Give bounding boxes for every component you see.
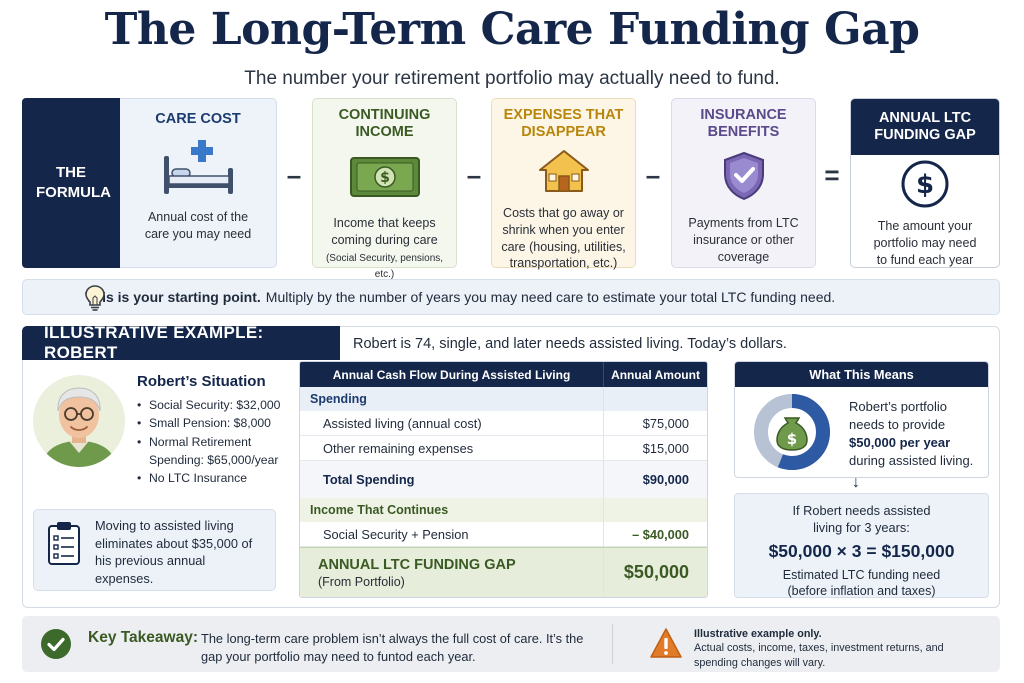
what-means-text-a: Robert’s portfolio needs to provide <box>849 399 948 432</box>
calc-line2: Estimated LTC funding need (before infla… <box>782 567 941 598</box>
expenses-disappear-text: Costs that go away or shrink when you en… <box>501 205 626 271</box>
row-value: – $40,000 <box>603 522 707 546</box>
formula-label: THE FORMULA <box>22 98 120 268</box>
income-section-label: Income That Continues <box>310 503 449 517</box>
takeaway-label: Key Takeaway: <box>88 629 198 646</box>
situation-title: Robert’s Situation <box>137 373 266 390</box>
continuing-income-title: CONTINUING INCOME <box>338 107 431 141</box>
continuing-income-text: Income that keeps coming during care (So… <box>320 215 450 283</box>
funding-gap-title: ANNUAL LTC FUNDING GAP <box>874 109 976 143</box>
dollar-bill-icon: $ <box>349 156 420 197</box>
down-arrow-icon: ↓ <box>852 474 860 491</box>
funding-gap-row: ANNUAL LTC FUNDING GAP (From Portfolio) … <box>300 547 707 597</box>
table-row: Assisted living (annual cost) $75,000 <box>300 411 707 436</box>
spending-section-label: Spending <box>310 392 367 406</box>
calc-line1: If Robert needs assisted living for 3 ye… <box>792 503 931 536</box>
continuing-income-desc: Income that keeps coming during care <box>331 215 438 247</box>
example-tab: ILLUSTRATIVE EXAMPLE: ROBERT <box>22 323 340 362</box>
calc-equation: $50,000 × 3 = $150,000 <box>768 540 955 561</box>
insurance-text: Payments from LTC insurance or other cov… <box>688 215 799 264</box>
svg-text:$: $ <box>787 430 797 448</box>
page-title: The Long-Term Care Funding Gap <box>104 4 920 55</box>
row-label: Other remaining expenses <box>323 440 474 456</box>
what-means-text-b: during assisted living. <box>849 452 974 468</box>
total-label: Total Spending <box>323 472 415 487</box>
spending-section-row: Spending <box>300 387 707 411</box>
starting-point-bar: This is your starting point. Multiply by… <box>22 279 1000 315</box>
svg-text:$: $ <box>380 170 390 186</box>
money-bag-donut-icon: $ <box>754 394 830 470</box>
starting-point-bold: This is your starting point. <box>85 289 261 305</box>
minus-operator-3: – <box>645 160 661 190</box>
funding-gap-box: ANNUAL LTC FUNDING GAP $ The amount your… <box>850 98 1000 268</box>
expense-note-text: Moving to assisted living eliminates abo… <box>95 518 253 586</box>
care-cost-text: Annual cost of the care you may need <box>144 210 252 242</box>
row-value: $15,000 <box>603 436 707 460</box>
situation-item: Normal Retirement Spending: $65,000/year <box>137 433 287 470</box>
expenses-disappear-title: EXPENSES THAT DISAPPEAR <box>503 107 624 141</box>
total-spending-row: Total Spending $90,000 <box>300 461 707 498</box>
gap-value: $50,000 <box>603 548 707 597</box>
warning-icon <box>650 628 682 658</box>
table-header-row: Annual Cash Flow During Assisted Living … <box>300 362 707 387</box>
example-description: Robert is 74, single, and later needs as… <box>353 336 787 352</box>
continuing-income-note: (Social Security, pensions, etc.) <box>325 252 444 281</box>
funding-gap-header: ANNUAL LTC FUNDING GAP <box>851 99 999 155</box>
what-means-bold: $50,000 per year <box>849 434 951 450</box>
table-row: Other remaining expenses $15,000 <box>300 436 707 461</box>
row-label: Assisted living (annual cost) <box>323 415 482 431</box>
care-cost-title: CARE COST <box>155 111 241 127</box>
house-icon <box>538 149 589 192</box>
page-subtitle: The number your retirement portfolio may… <box>244 68 780 89</box>
table-header-label: Annual Cash Flow During Assisted Living <box>332 367 571 382</box>
dollar-circle-icon: $ <box>901 160 949 208</box>
situation-item: No LTC Insurance <box>137 469 287 488</box>
takeaway-bar <box>22 616 1000 672</box>
table-row: Social Security + Pension – $40,000 <box>300 522 707 547</box>
shield-check-icon <box>723 151 764 200</box>
insurance-box: INSURANCE BENEFITS Payments from LTC ins… <box>671 98 816 268</box>
care-cost-box: CARE COST Annual cost of the care you ma… <box>120 98 277 268</box>
funding-gap-text: The amount your portfolio may need to fu… <box>873 219 977 267</box>
robert-avatar <box>33 375 125 467</box>
minus-operator-2: – <box>466 160 482 190</box>
warning-text: Illustrative example only. Actual costs,… <box>694 627 989 670</box>
warning-bold: Illustrative example only. <box>694 628 822 640</box>
row-value: $75,000 <box>603 411 707 435</box>
what-this-means-title: What This Means <box>735 362 988 387</box>
check-circle-icon <box>41 629 71 659</box>
situation-item: Social Security: $32,000 <box>137 396 287 415</box>
cash-flow-table: Annual Cash Flow During Assisted Living … <box>299 361 708 598</box>
row-label: Social Security + Pension <box>323 526 469 542</box>
expenses-disappear-box: EXPENSES THAT DISAPPEAR Costs that go aw… <box>491 98 636 270</box>
what-this-means-text: Robert’s portfolio needs to provide $50,… <box>849 398 985 470</box>
empty-cell <box>603 387 707 411</box>
lightbulb-icon <box>85 285 105 311</box>
calculation-box: If Robert needs assisted living for 3 ye… <box>734 493 989 598</box>
formula-label-text: THE FORMULA <box>36 163 111 201</box>
what-this-means-box: What This Means <box>734 361 989 478</box>
table-header-amount: Annual Amount <box>603 362 707 387</box>
takeaway-text: The long-term care problem isn’t always … <box>201 631 584 664</box>
situation-item: Small Pension: $8,000 <box>137 414 287 433</box>
warning-detail: Actual costs, income, taxes, investment … <box>694 642 944 669</box>
income-section-row: Income That Continues <box>300 498 707 522</box>
equals-operator: = <box>824 160 840 190</box>
divider <box>612 624 613 664</box>
example-panel <box>22 326 1000 608</box>
gap-sublabel: (From Portfolio) <box>318 574 405 589</box>
starting-point-text: Multiply by the number of years you may … <box>265 289 836 305</box>
empty-cell <box>603 498 707 522</box>
continuing-income-box: CONTINUING INCOME $ Income that keeps co… <box>312 98 457 280</box>
situation-list: Social Security: $32,000 Small Pension: … <box>137 396 287 488</box>
minus-operator-1: – <box>286 160 302 190</box>
total-value: $90,000 <box>603 461 707 498</box>
gap-label-cell: ANNUAL LTC FUNDING GAP (From Portfolio) <box>300 548 603 597</box>
hospital-bed-icon <box>164 140 233 195</box>
insurance-title: INSURANCE BENEFITS <box>700 107 787 141</box>
clipboard-icon <box>48 522 80 565</box>
svg-text:$: $ <box>916 170 934 200</box>
gap-label: ANNUAL LTC FUNDING GAP <box>318 556 516 573</box>
